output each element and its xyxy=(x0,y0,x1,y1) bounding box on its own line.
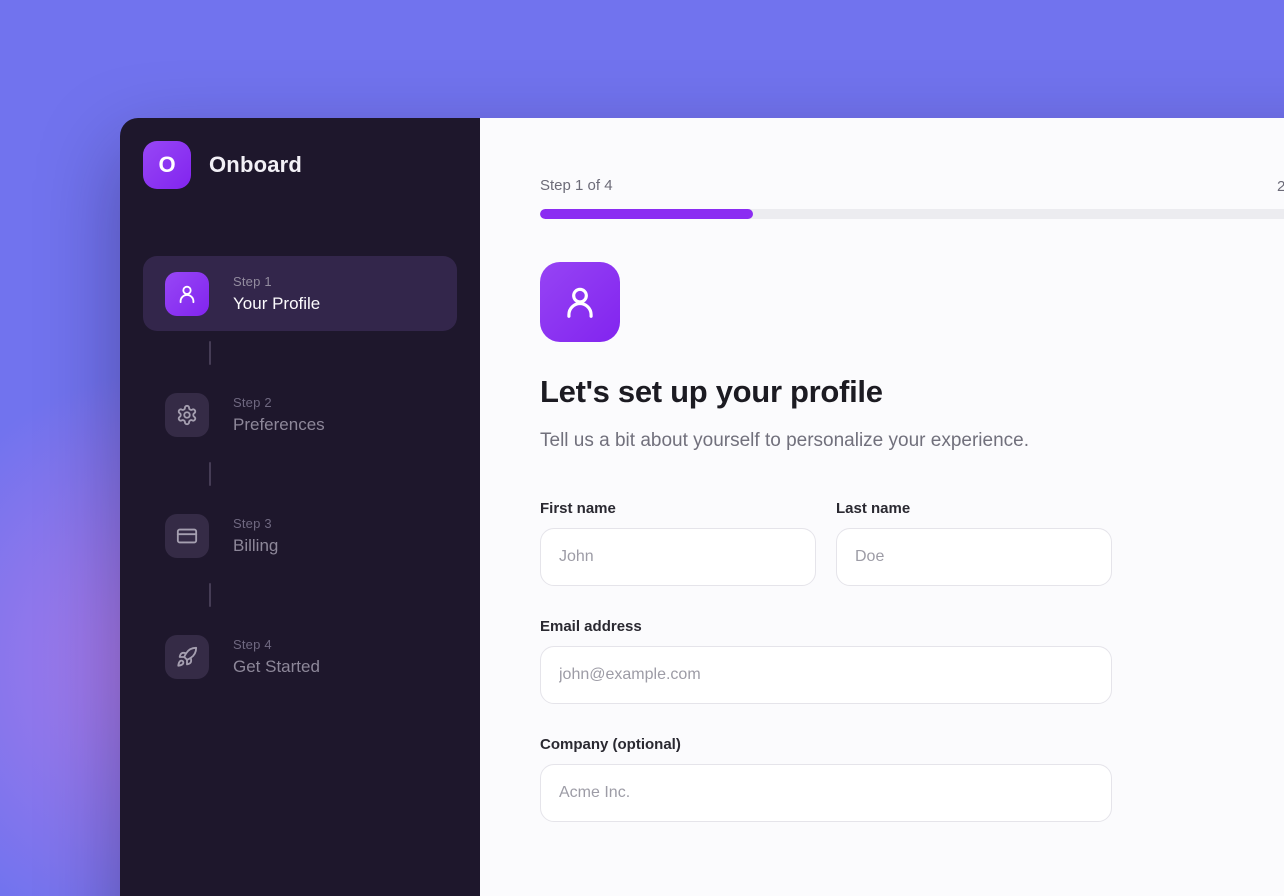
step-label: Step 1 xyxy=(233,273,272,289)
credit-card-icon xyxy=(165,513,209,558)
email-label: Email address xyxy=(540,618,642,635)
sidebar-step-your-profile[interactable]: Step 1 Your Profile xyxy=(143,256,457,331)
last-name-label: Last name xyxy=(836,500,911,517)
user-icon xyxy=(540,262,620,342)
step-texts: Step 2 Preferences xyxy=(233,395,325,435)
step-connector-line xyxy=(209,462,211,486)
company-label: Company (optional) xyxy=(540,736,681,753)
main-content: Step 1 of 4 25% Let's set up your profil… xyxy=(480,118,1284,896)
progress-caption: Step 1 of 4 xyxy=(540,177,613,194)
name-fields-row: First name Last name xyxy=(540,500,1112,586)
progress-bar-fill xyxy=(540,209,753,219)
sidebar-step-billing[interactable]: Step 3 Billing xyxy=(143,498,457,573)
company-field-group: Company (optional) xyxy=(540,736,1112,822)
step-title: Get Started xyxy=(233,656,320,676)
page-title: Let's set up your profile xyxy=(540,374,883,409)
first-name-field-group: First name xyxy=(540,500,816,586)
page-subtitle: Tell us a bit about yourself to personal… xyxy=(540,430,1029,451)
rocket-icon xyxy=(165,634,209,679)
app-logo-icon: O xyxy=(143,141,191,189)
progress-header: Step 1 of 4 25% xyxy=(540,177,1284,195)
step-title: Billing xyxy=(233,535,279,555)
step-label: Step 4 xyxy=(233,636,272,652)
last-name-input[interactable] xyxy=(836,528,1112,586)
onboarding-window: O Onboard Step 1 Your Profile xyxy=(120,118,1284,896)
app-name: Onboard xyxy=(209,152,303,177)
profile-form: First name Last name Email address Compa… xyxy=(540,500,1112,822)
progress-percent-label: 25% xyxy=(1277,178,1284,195)
step-connector-line xyxy=(209,341,211,365)
step-texts: Step 1 Your Profile xyxy=(233,274,320,314)
user-icon xyxy=(165,271,209,316)
app-logo-letter: O xyxy=(158,152,176,177)
first-name-label: First name xyxy=(540,500,616,517)
first-name-input[interactable] xyxy=(540,528,816,586)
step-connector-line xyxy=(209,583,211,607)
step-texts: Step 4 Get Started xyxy=(233,637,320,677)
sidebar: O Onboard Step 1 Your Profile xyxy=(120,118,480,896)
steps-nav: Step 1 Your Profile Step 2 Preferences xyxy=(143,256,457,694)
sidebar-step-preferences[interactable]: Step 2 Preferences xyxy=(143,377,457,452)
last-name-field-group: Last name xyxy=(836,500,1112,586)
step-texts: Step 3 Billing xyxy=(233,516,278,556)
sidebar-step-get-started[interactable]: Step 4 Get Started xyxy=(143,619,457,694)
step-label: Step 3 xyxy=(233,515,272,531)
email-field-group: Email address xyxy=(540,618,1112,704)
step-label: Step 2 xyxy=(233,394,272,410)
gear-icon xyxy=(165,392,209,437)
email-input[interactable] xyxy=(540,646,1112,704)
step-title: Your Profile xyxy=(233,293,321,313)
company-input[interactable] xyxy=(540,764,1112,822)
progress-bar xyxy=(540,209,1284,219)
step-title: Preferences xyxy=(233,414,325,434)
app-logo: O Onboard xyxy=(143,141,457,189)
